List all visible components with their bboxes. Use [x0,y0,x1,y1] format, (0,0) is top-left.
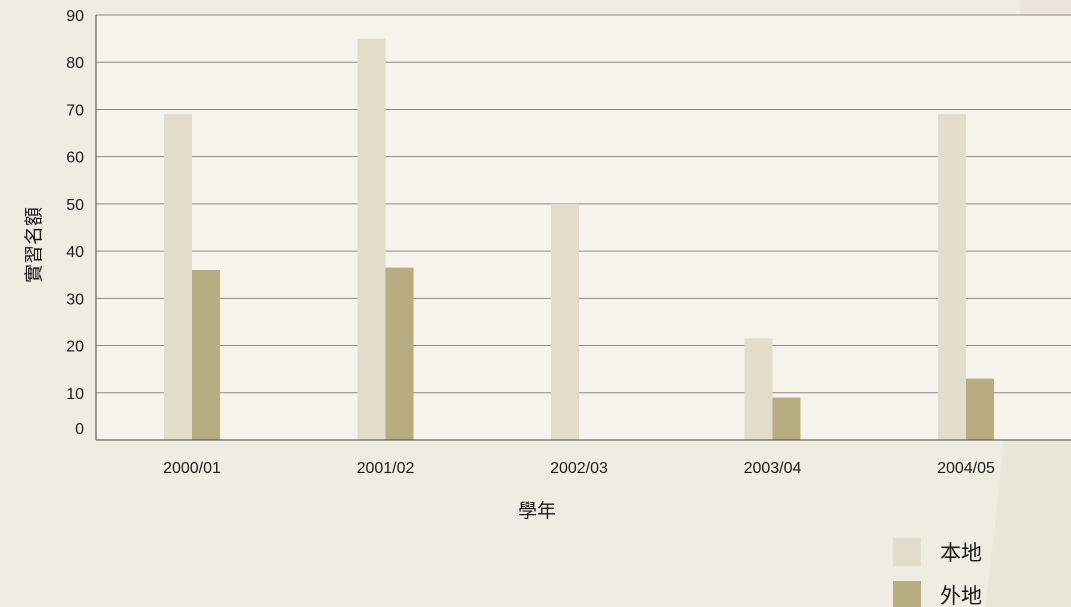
y-tick-label: 90 [66,8,84,25]
x-axis-ticks: 2000/01 2001/02 2002/03 2003/04 2004/05 [163,460,995,477]
bar-nonlocal-2000-01 [192,270,220,440]
bar-nonlocal-2004-05 [966,378,994,440]
bar-nonlocal-2001-02 [385,267,414,440]
bar-local-2003-04 [744,338,773,440]
x-axis-title: 學年 [518,500,556,522]
legend-swatch [893,581,921,607]
y-tick-label: 60 [66,150,84,167]
y-tick-label: 30 [66,291,84,308]
bar-local-2004-05 [938,114,966,441]
y-tick-label: 50 [66,197,84,214]
y-tick-label: 0 [75,421,84,438]
x-tick-label: 2004/05 [937,460,995,477]
x-tick-label: 2002/03 [550,460,608,477]
y-axis-title: 實習名額 [23,207,45,283]
bar-local-2001-02 [357,38,386,440]
y-axis-ticks: 0 10 20 30 40 50 60 70 80 90 [66,8,84,438]
bar-local-2002-03 [551,203,579,440]
legend-swatch [893,538,921,566]
legend-label: 本地 [940,541,982,565]
legend-label: 外地 [940,584,982,607]
y-tick-label: 10 [66,386,84,403]
y-tick-label: 80 [66,55,84,72]
x-tick-label: 2003/04 [744,460,802,477]
y-tick-label: 70 [66,102,84,119]
x-tick-label: 2001/02 [357,460,415,477]
y-tick-label: 40 [66,244,84,261]
x-tick-label: 2000/01 [163,460,221,477]
y-tick-label: 20 [66,339,84,356]
bar-nonlocal-2003-04 [772,397,801,440]
bars [164,38,994,441]
bar-local-2000-01 [164,114,192,441]
grid-lines [96,14,1071,394]
plot-area [96,15,1071,440]
